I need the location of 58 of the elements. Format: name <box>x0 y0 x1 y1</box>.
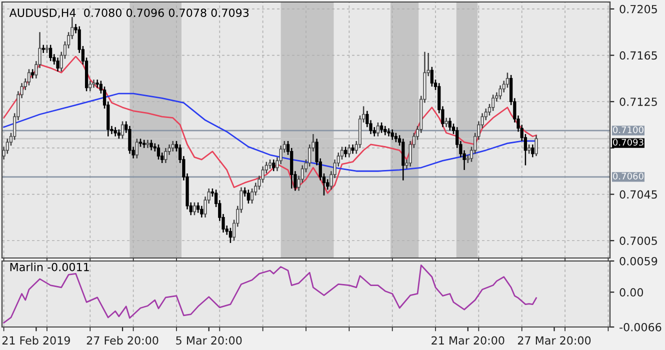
y-tick-label: 0.0059 <box>620 256 658 266</box>
candlestick <box>164 147 168 164</box>
candlestick <box>27 68 31 86</box>
candlestick <box>171 140 174 152</box>
candlestick <box>196 202 200 214</box>
candlestick <box>402 138 405 182</box>
x-tick-label: 27 Mar 20:00 <box>518 336 591 345</box>
x-tick-label: 27 Feb 20:00 <box>86 336 158 345</box>
ref-line-label: 0.7100 <box>613 126 644 134</box>
candlestick <box>268 158 272 170</box>
candlestick <box>384 125 387 136</box>
candlestick <box>376 122 380 137</box>
candlestick <box>228 227 232 244</box>
candlestick <box>506 72 510 88</box>
candlestick <box>444 117 448 128</box>
candlestick <box>380 122 384 134</box>
ref-line-label: 0.7093 <box>613 138 644 146</box>
candlestick <box>534 134 538 157</box>
candlestick <box>531 144 534 158</box>
candlestick <box>344 146 348 158</box>
candlestick <box>272 158 276 172</box>
line-series <box>3 264 537 324</box>
candlestick <box>48 44 52 62</box>
x-tick-label: 21 Mar 20:00 <box>432 336 504 345</box>
candlestick <box>128 125 132 154</box>
candlestick <box>150 139 153 151</box>
candlestick <box>120 120 124 140</box>
text: AUDUSD,H4 0.7080 0.7096 0.7078 0.7093 <box>9 8 249 18</box>
candlestick <box>192 202 196 216</box>
candlestick <box>200 205 204 218</box>
y-tick-label: -0.0066 <box>620 322 662 332</box>
y-tick-label: 0.7125 <box>620 98 657 106</box>
x-tick-label: 5 Mar 20:00 <box>176 336 242 345</box>
candlestick <box>56 56 60 72</box>
chart-title: Marlin -0.0011 <box>10 262 89 272</box>
ref-line-label: 0.7060 <box>613 172 644 180</box>
candlestick <box>246 189 250 204</box>
y-tick-label: 0.7005 <box>620 236 657 246</box>
x-tick-label: 21 Feb 2019 <box>2 336 70 345</box>
y-tick-label: 0.7165 <box>620 51 657 60</box>
candlestick <box>114 126 117 137</box>
candlestick <box>135 138 138 160</box>
candlestick <box>527 144 531 154</box>
candlestick <box>348 144 351 158</box>
candlestick <box>31 68 34 80</box>
candlestick <box>156 144 160 160</box>
candlestick <box>394 132 398 143</box>
candlestick <box>390 128 394 140</box>
candlestick <box>430 66 434 88</box>
y-tick-label: 0.00 <box>620 288 644 297</box>
candlestick <box>117 128 120 140</box>
candlestick <box>498 84 502 100</box>
candlestick <box>448 117 452 132</box>
candlestick <box>88 80 92 92</box>
y-tick-label: 0.7205 <box>620 4 657 14</box>
candlestick <box>492 94 495 112</box>
y-tick-label: 0.7045 <box>620 190 657 199</box>
candlestick <box>351 144 354 154</box>
